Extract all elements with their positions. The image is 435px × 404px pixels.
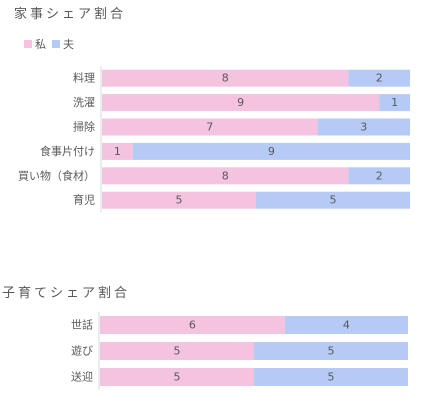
category-label: 送迎 (71, 370, 93, 384)
data-label-me: 5 (174, 371, 181, 384)
bar-me-cat-2 (100, 368, 254, 386)
category-label: 洗濯 (73, 96, 95, 109)
data-label-me: 5 (174, 345, 181, 358)
data-label-me: 8 (222, 169, 229, 182)
data-label-me: 8 (222, 72, 229, 85)
category-label: 育児 (73, 193, 95, 207)
data-label-husband: 5 (328, 345, 335, 358)
data-label-me: 7 (206, 121, 213, 134)
bar-me-cat-1 (100, 342, 254, 360)
data-label-husband: 2 (376, 72, 383, 85)
chart-title-housework: 家事シェア割合 (14, 7, 127, 22)
bar-husband-cat-5 (256, 191, 410, 209)
category-label: 食事片付け (40, 144, 95, 158)
housework-bar-chart: 料理 8 2 洗濯 9 1 掃除 7 3 食事片付け 1 9 買い物（食材） 8 2 育児 5 5 (18, 66, 411, 213)
bar-me-cat-4 (102, 167, 349, 185)
data-label-husband: 1 (391, 96, 398, 109)
legend-swatch-me (24, 40, 32, 48)
bar-me-cat-1 (102, 94, 380, 112)
data-label-me: 1 (114, 145, 121, 158)
bar-me-cat-0 (100, 316, 285, 334)
data-label-husband: 5 (328, 371, 335, 384)
bar-me-cat-5 (102, 191, 256, 209)
childcare-bar-chart: 世話 6 4 遊び 5 5 送迎 5 5 (71, 312, 408, 390)
data-label-husband: 9 (268, 145, 275, 158)
data-label-me: 9 (237, 96, 244, 109)
data-label-husband: 4 (343, 319, 350, 332)
chart-legend: 私 夫 (24, 36, 80, 52)
data-label-husband: 5 (330, 194, 337, 207)
legend-swatch-husband (52, 40, 60, 48)
data-label-husband: 3 (360, 121, 367, 134)
category-label: 世話 (71, 318, 93, 332)
bar-husband-cat-3 (132, 142, 411, 160)
chart-title-childcare: 子育てシェア割合 (2, 286, 131, 301)
bar-husband-cat-1 (254, 342, 408, 360)
legend-item-husband: 夫 (52, 36, 74, 52)
bar-husband-cat-2 (254, 368, 408, 386)
legend-label-husband: 夫 (63, 38, 74, 51)
bar-husband-cat-0 (284, 316, 408, 334)
bar-husband-cat-4 (348, 167, 410, 185)
legend-item-me: 私 (24, 36, 46, 52)
category-label: 料理 (73, 71, 95, 85)
bar-husband-cat-1 (379, 94, 410, 112)
bar-me-cat-3 (102, 142, 133, 160)
data-label-husband: 2 (376, 169, 383, 182)
category-label: 遊び (71, 344, 93, 358)
data-label-me: 5 (176, 194, 183, 207)
bar-me-cat-0 (102, 69, 349, 87)
category-label: 掃除 (73, 120, 95, 134)
bar-me-cat-2 (102, 118, 318, 136)
data-label-me: 6 (189, 319, 196, 332)
bar-husband-cat-0 (348, 69, 410, 87)
bar-husband-cat-2 (317, 118, 410, 136)
category-label: 買い物（食材） (18, 168, 95, 182)
legend-label-me: 私 (35, 38, 46, 51)
